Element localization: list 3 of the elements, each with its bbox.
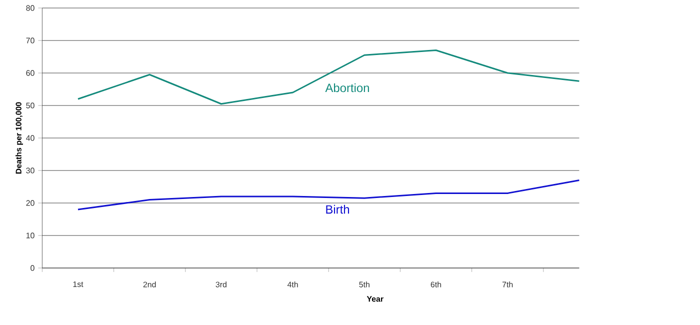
series-label: Abortion (325, 83, 369, 92)
series-label: Birth (326, 204, 350, 214)
line-series (77, 49, 580, 105)
